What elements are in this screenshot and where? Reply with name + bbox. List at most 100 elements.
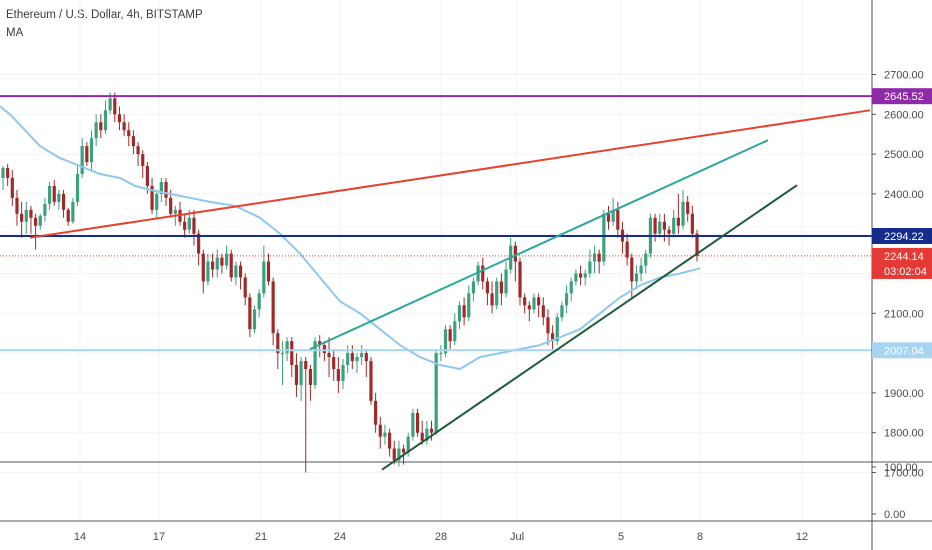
- candle: [276, 329, 280, 370]
- candle: [201, 249, 205, 294]
- candle: [248, 293, 252, 338]
- candle: [439, 345, 443, 362]
- trend-line-dark-lower[interactable]: [381, 184, 798, 471]
- candle: [443, 325, 448, 358]
- candle: [150, 177, 154, 214]
- candle: [327, 337, 331, 377]
- moving-average: [0, 105, 701, 371]
- candle: [397, 440, 401, 467]
- drawn-lines[interactable]: [0, 95, 872, 471]
- candle: [597, 249, 601, 274]
- candle: [383, 424, 387, 445]
- trend-line-teal-upper[interactable]: [309, 139, 769, 351]
- candle: [592, 245, 597, 274]
- candle: [66, 207, 70, 226]
- candle: [47, 181, 52, 210]
- candle: [141, 150, 145, 178]
- y-tick-label: 1700.00: [884, 468, 924, 480]
- candle: [686, 195, 690, 222]
- candle: [672, 209, 676, 238]
- candle: [332, 349, 336, 381]
- candle: [336, 357, 340, 393]
- candle: [504, 261, 508, 298]
- candle: [606, 205, 611, 230]
- candle: [374, 392, 378, 433]
- candle: [75, 166, 80, 206]
- price-tag-label: 03:02:04: [884, 266, 927, 278]
- candle: [206, 253, 210, 286]
- ma-line: [0, 105, 701, 371]
- candle: [313, 337, 317, 389]
- y-tick-label: 2700.00: [884, 70, 924, 82]
- candle: [94, 114, 98, 147]
- candle: [34, 213, 38, 250]
- y-tick-label: 1800.00: [884, 428, 924, 440]
- candle: [411, 408, 415, 441]
- candle: [481, 257, 485, 290]
- candle: [294, 353, 299, 397]
- price-tag: 03:02:04: [872, 262, 932, 279]
- candle: [122, 114, 126, 137]
- price-tag: 2244.14: [872, 247, 932, 264]
- x-tick-label: 14: [74, 531, 86, 543]
- candle: [485, 277, 490, 306]
- candle: [415, 408, 420, 437]
- candle: [578, 265, 583, 286]
- candle: [57, 189, 61, 210]
- price-tag: 2645.52: [872, 88, 932, 105]
- candle: [299, 357, 303, 401]
- candle: [192, 209, 196, 246]
- candle: [350, 345, 354, 370]
- grid: [0, 0, 872, 520]
- x-tick-label: 8: [697, 531, 703, 543]
- candle: [527, 301, 531, 322]
- candle: [662, 213, 666, 242]
- y-tick-label: 2400.00: [884, 189, 924, 201]
- candle: [695, 229, 699, 262]
- candle: [243, 273, 247, 306]
- candle: [318, 335, 322, 358]
- candle: [29, 205, 33, 234]
- candle: [429, 420, 434, 441]
- candle: [341, 359, 345, 389]
- candle: [71, 197, 75, 224]
- candle: [52, 179, 56, 206]
- candle: [308, 365, 313, 401]
- x-tick-label: 24: [334, 531, 346, 543]
- candle: [425, 420, 429, 445]
- candles: [1, 92, 699, 473]
- candle: [20, 201, 24, 238]
- candle: [541, 297, 545, 326]
- candle: [10, 170, 14, 206]
- candle: [183, 213, 187, 238]
- x-tick-label: 17: [153, 531, 165, 543]
- x-tick-label: 12: [796, 531, 808, 543]
- candle: [634, 265, 639, 290]
- candle: [467, 285, 471, 322]
- candle: [61, 189, 66, 218]
- candle: [290, 337, 294, 377]
- price-tag-label: 2294.22: [884, 231, 924, 243]
- lower-pane-tick-label: 100.00: [884, 462, 918, 474]
- x-tick-label: 21: [255, 531, 267, 543]
- candle: [625, 233, 629, 266]
- candle: [495, 277, 499, 310]
- candle: [360, 345, 364, 366]
- candle: [127, 122, 131, 147]
- candle: [564, 285, 569, 314]
- candle: [1, 166, 5, 190]
- indicator-label[interactable]: MA: [6, 27, 24, 39]
- trend-line-red[interactable]: [29, 109, 871, 239]
- candle: [555, 313, 559, 346]
- candle: [80, 138, 84, 178]
- candle: [85, 142, 89, 167]
- candle: [653, 213, 657, 242]
- candle: [369, 357, 373, 405]
- x-tick-label: 5: [618, 531, 624, 543]
- candle: [532, 293, 536, 314]
- candle: [681, 189, 685, 230]
- candle: [99, 114, 103, 139]
- candle: [285, 337, 289, 362]
